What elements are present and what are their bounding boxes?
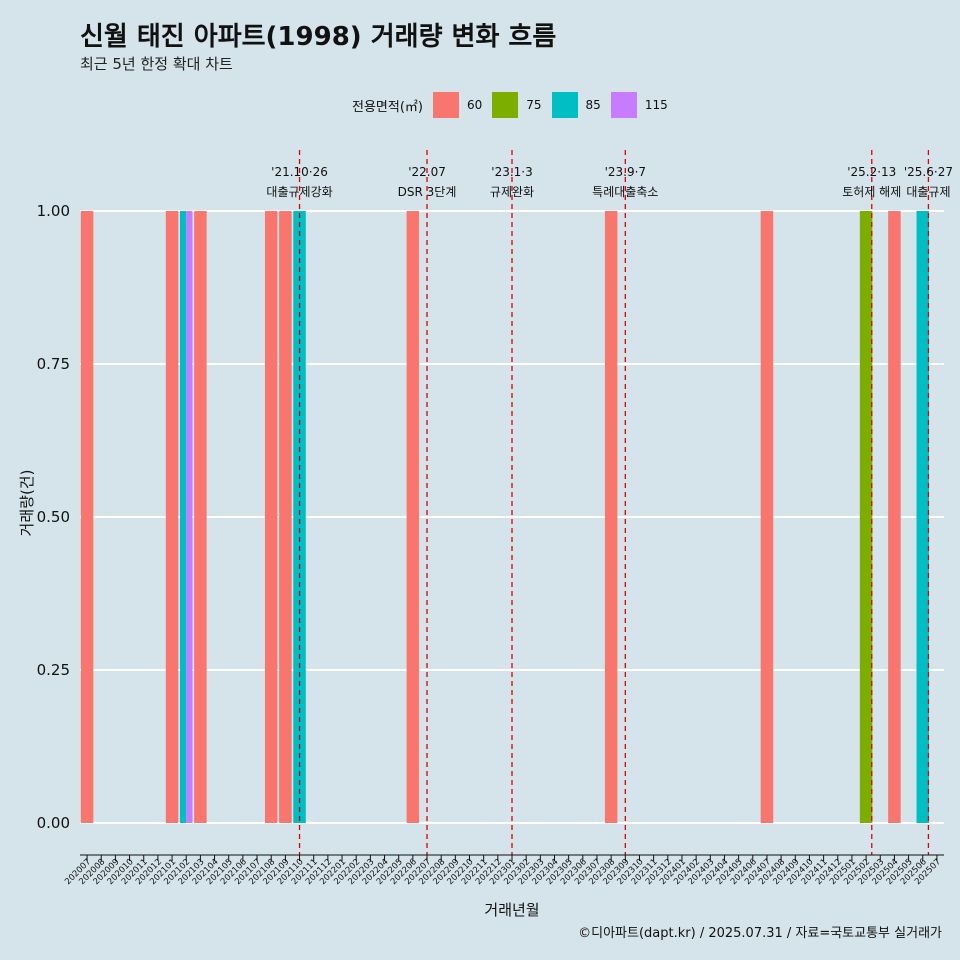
bar-202502-75 xyxy=(859,211,873,823)
bar-202308-60 xyxy=(604,211,618,823)
event-label: 대출규제강화 xyxy=(266,185,332,199)
bar-202102-85 xyxy=(179,211,187,823)
y-tick-label: 0.50 xyxy=(37,508,70,526)
legend-label-60: 60 xyxy=(466,98,483,112)
bar-202109-60 xyxy=(279,211,292,823)
chart-subtitle: 최근 5년 한정 확대 차트 xyxy=(80,55,233,73)
legend-item-115: 115 xyxy=(610,92,668,118)
bar-202110-85 xyxy=(293,211,306,823)
legend-item-75: 75 xyxy=(492,92,542,118)
event-label: 규제완화 xyxy=(490,185,534,199)
legend-swatch-115 xyxy=(610,92,637,118)
chart-title: 신월 태진 아파트(1998) 거래량 변화 흐름 xyxy=(80,22,557,52)
y-tick-label: 1.00 xyxy=(37,202,70,220)
legend-item-60: 60 xyxy=(432,92,483,118)
legend: 전용면적(㎡) 60 75 85 115 xyxy=(352,92,678,118)
bar-202407-60 xyxy=(760,211,774,823)
y-tick-label: 0.75 xyxy=(37,355,70,373)
bar-202101-60 xyxy=(165,211,179,823)
event-label: 대출규제 xyxy=(906,185,950,199)
source-caption: ©디아파트(dapt.kr) / 2025.07.31 / 자료=국토교통부 실… xyxy=(578,926,942,941)
bar-202102-115 xyxy=(186,211,193,823)
event-label: DSR 3단계 xyxy=(398,185,457,199)
event-label: 특례대출축소 xyxy=(592,185,658,199)
event-date: '23.9·7 xyxy=(605,165,646,179)
bar-202108-60 xyxy=(264,211,278,823)
legend-swatch-85 xyxy=(551,92,578,118)
event-date: '25.2·13 xyxy=(847,165,896,179)
event-date: '23.1·3 xyxy=(491,165,532,179)
y-tick-label: 0.00 xyxy=(37,814,70,832)
bar-202103-60 xyxy=(194,211,207,823)
bar-202007-60 xyxy=(80,211,94,823)
legend-label-75: 75 xyxy=(526,98,542,112)
event-date: '25.6·27 xyxy=(904,165,953,179)
bar-202206-60 xyxy=(406,211,420,823)
y-tick-label: 0.25 xyxy=(37,661,70,679)
legend-label-115: 115 xyxy=(644,98,668,112)
event-date: '21.10·26 xyxy=(271,165,328,179)
legend-label-85: 85 xyxy=(585,98,601,112)
legend-title: 전용면적(㎡) xyxy=(352,99,423,115)
legend-swatch-60 xyxy=(432,92,459,118)
y-axis-title: 거래량(건) xyxy=(18,470,36,537)
legend-item-85: 85 xyxy=(551,92,601,118)
bar-202504-60 xyxy=(888,211,901,823)
event-label: 토허제 해제 xyxy=(842,185,901,199)
bar-202506-85 xyxy=(916,211,930,823)
legend-swatch-75 xyxy=(492,92,519,118)
event-date: '22.07 xyxy=(408,165,446,179)
x-axis-title: 거래년월 xyxy=(484,901,539,919)
